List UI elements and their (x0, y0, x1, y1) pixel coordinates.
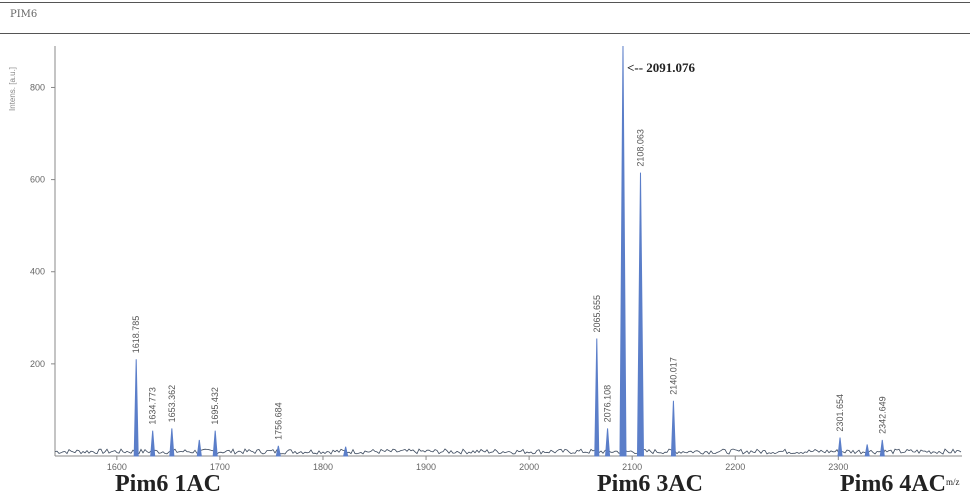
peak-labels: 1618.785 1634.773 1653.362 1695.432 1756.684… (131, 60, 887, 440)
peak-9 (619, 45, 627, 457)
peak-label: 1695.432 (210, 387, 220, 425)
y-tick-label: 200 (30, 359, 45, 369)
peak-label: 2076.108 (603, 385, 613, 423)
x-tick-label: 2200 (725, 462, 745, 472)
spectrum-title: PIM6 (10, 9, 38, 20)
chart-axes: 200 400 600 800 1600 1700 1800 1900 2000 2100 2200… (8, 46, 962, 472)
peak-label: 2108.063 (635, 129, 645, 167)
x-tick-label: 2300 (828, 462, 848, 472)
peak-7 (594, 338, 600, 457)
peak-8 (605, 428, 611, 457)
peak-2 (169, 428, 175, 457)
peak-14 (879, 439, 885, 457)
peak-6 (343, 446, 349, 457)
x-tick-label: 1600 (107, 462, 127, 472)
y-tick-label: 400 (30, 267, 45, 277)
y-tick-label: 800 (30, 82, 45, 92)
annotation-pim6-3ac: Pim6 3AC (597, 471, 703, 497)
y-axis-title: Intens. [a.u.] (8, 67, 17, 111)
y-tick-label: 600 (30, 175, 45, 185)
peak-label: 2140.017 (668, 357, 678, 395)
peak-11 (670, 400, 676, 457)
annotation-pim6-1ac: Pim6 1AC (115, 471, 221, 497)
peak-12 (837, 437, 843, 457)
annotation-pim6-4ac: Pim6 4ACm/z (840, 470, 959, 498)
peak-0 (133, 359, 139, 457)
peak-4 (212, 430, 218, 457)
peak-13 (864, 444, 870, 457)
x-tick-label: 2000 (519, 462, 539, 472)
x-tick-label: 2100 (622, 462, 642, 472)
annotation-pim6-4ac-text: Pim6 4AC (840, 471, 946, 497)
spectrum-trace (54, 45, 962, 457)
peak-label: 1653.362 (167, 385, 177, 423)
x-tick-label: 1700 (210, 462, 230, 472)
noise-baseline (54, 448, 962, 455)
peak-label: 1618.785 (131, 316, 141, 354)
peak-label-main: <-- 2091.076 (627, 60, 696, 75)
peak-1 (150, 430, 156, 457)
header-top-divider (0, 2, 970, 3)
peak-label: 2065.655 (592, 295, 602, 333)
mz-unit-label: m/z (945, 477, 960, 487)
header-bottom-divider (0, 33, 970, 34)
peak-label: 1634.773 (148, 387, 158, 425)
peak-label: 2301.654 (835, 394, 845, 432)
peak-5 (275, 445, 281, 457)
peak-3 (196, 439, 202, 457)
peak-10 (636, 172, 644, 457)
x-tick-label: 1900 (416, 462, 436, 472)
x-tick-label: 1800 (313, 462, 333, 472)
peak-label: 2342.649 (877, 396, 887, 434)
header-bar: PIM6 (0, 0, 970, 36)
peak-label: 1756.684 (273, 402, 283, 440)
